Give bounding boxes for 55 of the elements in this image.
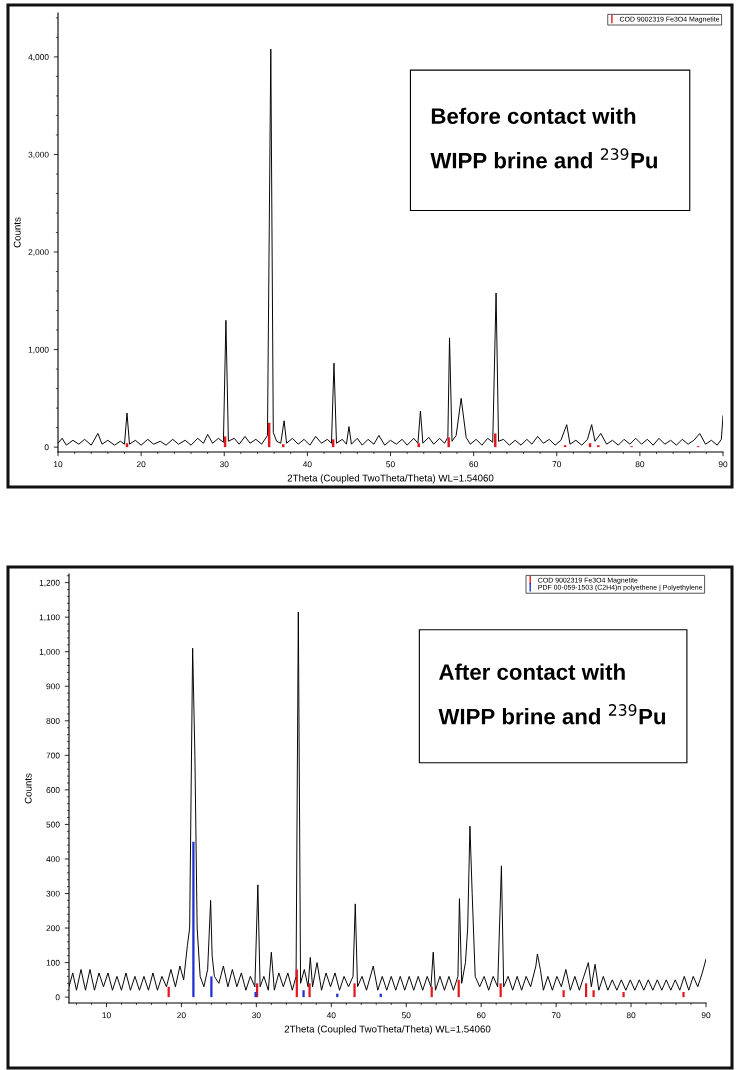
bar (592, 990, 595, 998)
y-tick-label: 600 (46, 787, 60, 793)
y-tick-label: 800 (46, 718, 60, 724)
x-tick-label: 60 (469, 461, 478, 468)
y-tick-label: 1,000 (28, 346, 49, 354)
x-tick-label: 40 (326, 1012, 336, 1019)
bar (308, 983, 311, 998)
y-tick-label: 500 (46, 821, 60, 828)
x-tick-label: 80 (635, 461, 645, 468)
x-tick-label: 60 (476, 1012, 486, 1019)
x-tick-label: 10 (102, 1012, 111, 1019)
bar (682, 991, 685, 998)
bar (584, 983, 588, 998)
bar (210, 976, 213, 998)
y-tick-label: 400 (46, 856, 60, 863)
x-tick-label: 50 (401, 1012, 411, 1019)
bar (562, 990, 565, 998)
y-axis-title: Counts (24, 773, 32, 804)
y-tick-label: 1,200 (39, 579, 60, 587)
x-tick-label: 50 (386, 461, 395, 468)
bar (353, 983, 356, 998)
x-tick-label: 70 (552, 461, 562, 468)
bar (622, 991, 625, 998)
y-tick-label: 900 (46, 683, 60, 690)
x-tick-label: 90 (718, 461, 728, 468)
y-tick-label: 700 (46, 752, 60, 759)
y-tick-label: 0 (55, 994, 60, 1001)
x-tick-label: 10 (54, 461, 63, 468)
bar (302, 990, 305, 998)
y-tick-label: 100 (46, 959, 60, 966)
x-axis-title: 2Theta (Coupled TwoTheta/Theta) WL=1.54060 (287, 474, 494, 484)
x-tick-label: 20 (136, 461, 146, 468)
bar (254, 991, 257, 998)
text: After contact with WIPP brine and $^{239}$Pu (438, 663, 666, 725)
x-tick-label: 30 (252, 1012, 261, 1019)
x-tick-label: 40 (302, 461, 312, 468)
x-tick-label: 80 (626, 1012, 636, 1019)
x-tick-label: 70 (551, 1012, 561, 1019)
y-tick-label: 2,000 (28, 249, 49, 257)
x-tick-label: 30 (219, 461, 229, 468)
y-tick-label: 4,000 (28, 54, 49, 61)
y-tick-label: 200 (46, 925, 60, 932)
x-tick-label: 20 (177, 1012, 186, 1019)
x-axis-title: 2Theta (Coupled TwoTheta/Theta) WL=1.54060 (284, 1025, 491, 1035)
x-tick-label: 90 (701, 1012, 711, 1019)
bar (499, 983, 502, 998)
y-tick-label: 1,100 (39, 614, 60, 622)
y-tick-label: 1,000 (39, 648, 60, 656)
text: Before contact with WIPP brine and $^{239}$Pu (430, 107, 657, 169)
y-tick-label: 0 (44, 444, 49, 451)
bar (295, 969, 298, 998)
bar (192, 841, 195, 998)
y-tick-label: 3,000 (28, 151, 49, 159)
y-tick-label: 300 (46, 890, 60, 897)
y-axis-title: Counts (13, 217, 21, 248)
